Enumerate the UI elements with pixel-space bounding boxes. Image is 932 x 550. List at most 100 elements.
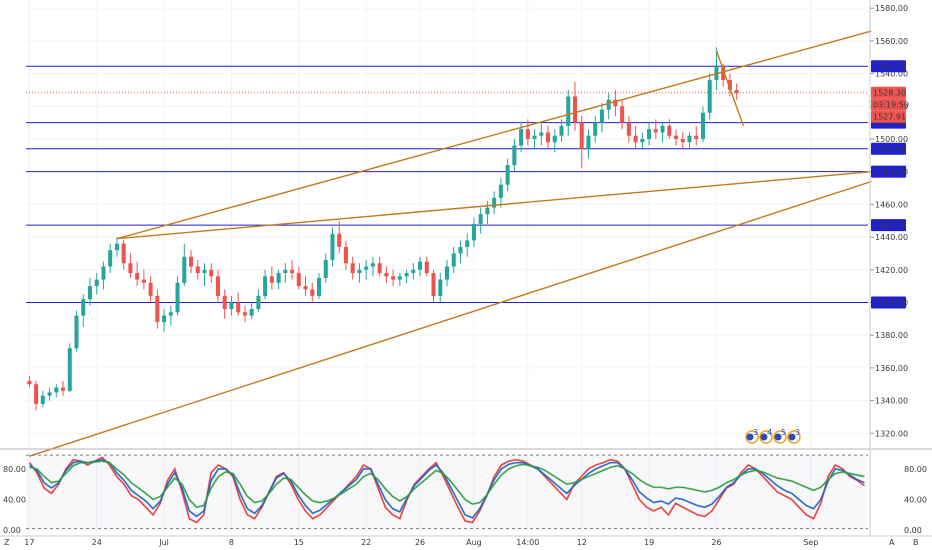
candle-body-84: [593, 122, 598, 136]
candle-28: [215, 269, 220, 303]
candle-body-73: [519, 129, 524, 146]
candle-body-44: [323, 259, 328, 278]
candle-72: [512, 138, 517, 172]
candle-84: [593, 116, 598, 143]
candle-10: [94, 273, 99, 295]
candle-3: [47, 387, 52, 401]
x-tick-label: 14:00: [516, 538, 539, 547]
candle-61: [438, 273, 443, 303]
candle-68: [485, 201, 490, 224]
candle-body-79: [559, 125, 564, 136]
candle-body-4: [54, 387, 59, 393]
candle-body-50: [364, 266, 369, 270]
x-tick-label: 26: [711, 538, 721, 547]
candle-body-18: [148, 282, 153, 296]
candle-70: [498, 178, 503, 208]
candle-94: [660, 122, 665, 143]
x-tick-label: 15: [294, 538, 304, 547]
osc-band-fill: [26, 455, 868, 529]
level-tag-2-text: 1494.00: [873, 145, 906, 154]
candle-body-22: [175, 282, 180, 313]
candle-body-80: [566, 96, 571, 126]
candle-body-105: [734, 89, 739, 94]
event-badge-2[interactable]: 5: [773, 428, 787, 444]
last-price-tag: 1528.30: [871, 86, 906, 99]
oscillator-pane: [0, 448, 932, 530]
osc-left-tick-label: 40.00: [3, 496, 26, 505]
candle-body-23: [182, 256, 187, 283]
candle-59: [424, 256, 429, 277]
candle-body-92: [647, 129, 652, 139]
x-tick-label: 22: [361, 538, 371, 547]
candle-body-15: [128, 263, 133, 274]
trendline-3: [715, 50, 745, 127]
candle-53: [384, 266, 389, 283]
level-tag-2-box: [871, 142, 906, 155]
candle-27: [209, 263, 214, 283]
candle-41: [303, 276, 308, 296]
horizontal-levels: [26, 65, 868, 303]
candle-15: [128, 253, 133, 278]
candle-body-53: [384, 273, 389, 277]
candle-body-34: [256, 295, 261, 310]
event-badge-0[interactable]: 3: [745, 428, 759, 444]
y-tick-label: 1360.00: [875, 364, 908, 373]
candle-body-37: [276, 273, 281, 283]
candle-body-27: [209, 269, 214, 277]
candle-82: [579, 116, 584, 169]
candle-body-39: [290, 269, 295, 274]
scale-log-button[interactable]: B: [913, 538, 919, 547]
candle-44: [323, 253, 328, 283]
candle-38: [283, 263, 288, 283]
candle-body-29: [222, 295, 227, 310]
osc-right-tick-label: 80.00: [904, 465, 927, 474]
y-tick-label: 1580.00: [875, 4, 908, 13]
level-tag-1-text: 1510.00: [873, 119, 906, 128]
level-tag-0: 1544.50: [871, 60, 906, 73]
candle-body-94: [660, 125, 665, 133]
candle-52: [377, 256, 382, 277]
candle-body-101: [707, 80, 712, 113]
candle-77: [546, 125, 551, 149]
scale-z-button[interactable]: Z: [4, 538, 10, 547]
candle-body-42: [310, 289, 315, 296]
last-price-tag-text: 1528.30: [873, 89, 906, 98]
event-badge-3[interactable]: 3: [787, 428, 801, 444]
candle-body-104: [727, 80, 732, 90]
candle-22: [175, 276, 180, 316]
event-badge-1[interactable]: 4: [759, 428, 773, 444]
candle-body-56: [404, 273, 409, 277]
y-tick-label: 1340.00: [875, 397, 908, 406]
candle-31: [236, 292, 241, 316]
candle-body-72: [512, 145, 517, 166]
candle-90: [633, 125, 638, 149]
scale-buttons[interactable]: Z A B: [4, 538, 919, 547]
candle-body-82: [579, 122, 584, 149]
candle-body-51: [370, 263, 375, 267]
candle-body-13: [114, 243, 119, 251]
event-badge-count: 3: [795, 428, 800, 437]
candle-40: [296, 266, 301, 290]
candle-26: [202, 263, 207, 287]
secondary-price-tag-text: 1527.91: [873, 113, 906, 122]
candle-95: [667, 119, 672, 139]
candle-body-21: [168, 312, 173, 316]
candle-49: [357, 263, 362, 283]
level-tag-5-box: [871, 296, 906, 309]
scale-auto-button[interactable]: A: [889, 538, 895, 547]
level-tag-3: 1480.00: [871, 165, 906, 178]
candle-35: [263, 269, 268, 300]
candle-0: [27, 376, 32, 388]
candle-23: [182, 243, 187, 287]
candle-46: [337, 220, 342, 254]
candle-92: [647, 122, 652, 146]
y-tick-label: 1320.00: [875, 429, 908, 438]
x-tick-label: 17: [24, 538, 34, 547]
candle-body-91: [640, 138, 645, 143]
candle-100: [700, 106, 705, 143]
candle-body-11: [101, 266, 106, 280]
candle-body-38: [283, 269, 288, 274]
